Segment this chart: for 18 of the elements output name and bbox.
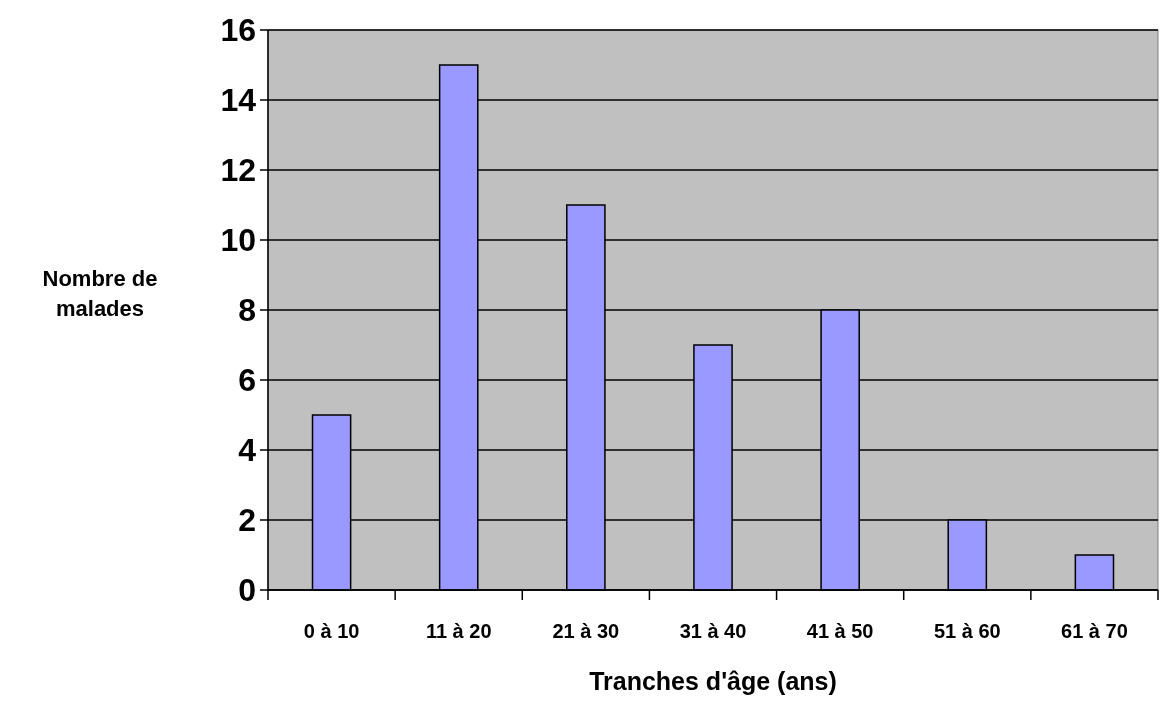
y-tick-label: 4 — [238, 432, 257, 469]
y-tick-label: 8 — [238, 292, 256, 329]
y-tick-label: 14 — [220, 82, 257, 119]
y-tick-label: 12 — [220, 152, 256, 189]
x-axis-title: Tranches d'âge (ans) — [589, 667, 837, 695]
x-tick-label: 11 à 20 — [425, 620, 492, 642]
x-tick-label: 51 à 60 — [933, 620, 1001, 642]
x-tick-label: 21 à 30 — [552, 620, 620, 642]
y-axis-title: Nombre de malades — [42, 266, 158, 321]
x-tick-label: 31 à 40 — [679, 620, 747, 642]
y-tick-label: 0 — [238, 572, 256, 609]
y-tick-label: 6 — [238, 362, 256, 399]
x-tick-label: 0 à 10 — [303, 620, 360, 642]
x-tick-label: 41 à 50 — [806, 620, 874, 642]
x-tick-label: 61 à 70 — [1061, 620, 1128, 642]
y-tick-label: 10 — [220, 222, 256, 259]
y-tick-label: 2 — [238, 502, 256, 539]
y-tick-label: 16 — [220, 12, 256, 49]
